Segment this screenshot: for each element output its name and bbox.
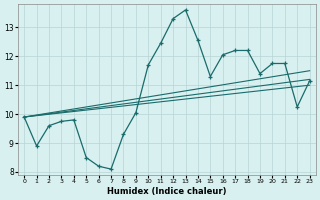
X-axis label: Humidex (Indice chaleur): Humidex (Indice chaleur): [107, 187, 227, 196]
